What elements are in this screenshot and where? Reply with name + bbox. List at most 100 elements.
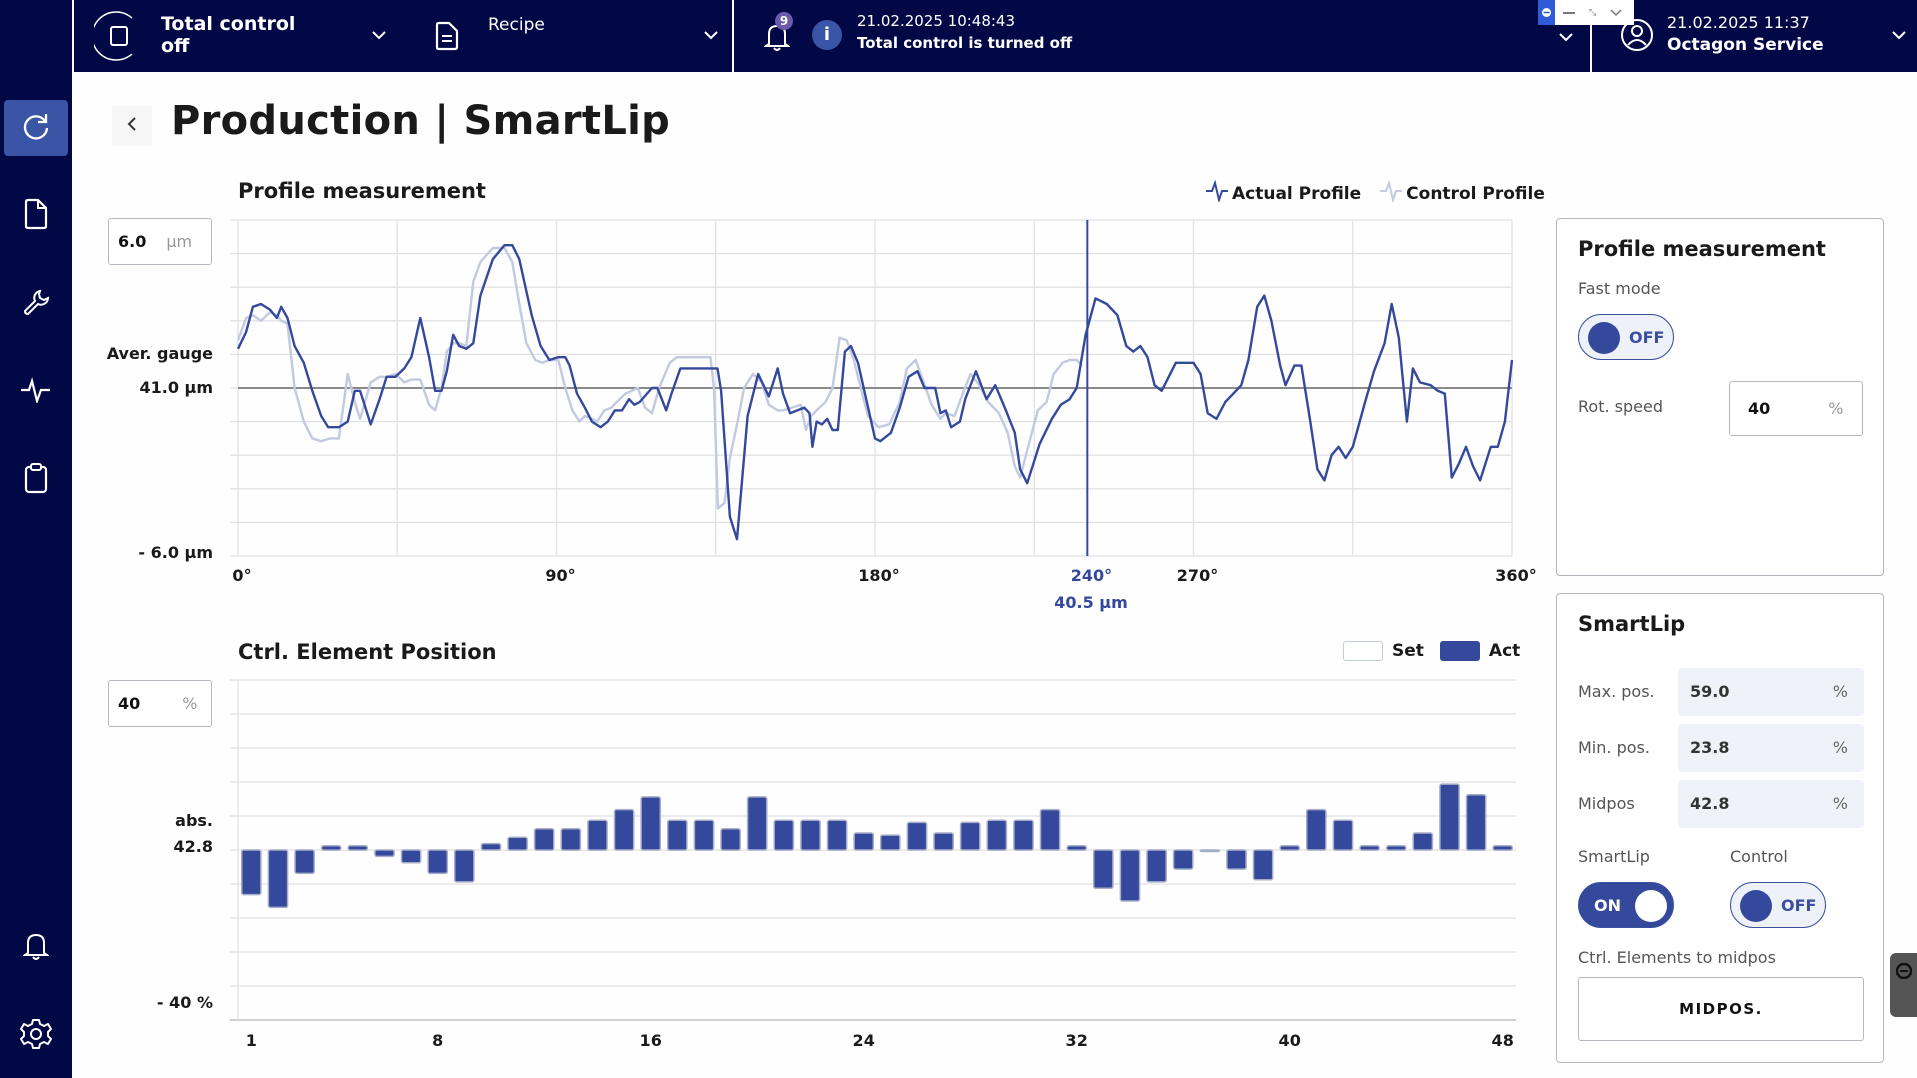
control-toggle[interactable]: OFF <box>1730 882 1826 928</box>
bar-element-46[interactable] <box>1439 783 1460 851</box>
bar-element-27[interactable] <box>933 832 954 851</box>
remote-control-widget[interactable]: ⤡ <box>1538 0 1634 25</box>
bar-element-44[interactable] <box>1385 845 1407 851</box>
sidebar-item-tools[interactable] <box>4 276 68 332</box>
bar-element-1[interactable] <box>240 849 262 896</box>
back-button[interactable] <box>112 106 152 146</box>
max-pos-value: 59.0 <box>1690 682 1730 701</box>
bar-element-14[interactable] <box>587 819 608 851</box>
bar-element-32[interactable] <box>1066 845 1088 851</box>
x-tick-label: 48 <box>1491 1031 1514 1050</box>
bar-element-29[interactable] <box>986 819 1008 851</box>
bar-element-17[interactable] <box>666 819 688 851</box>
bar-element-28[interactable] <box>959 821 981 851</box>
fast-mode-toggle[interactable]: OFF <box>1578 314 1674 360</box>
bar-element-2[interactable] <box>267 849 289 909</box>
divider <box>732 0 734 72</box>
bar-element-23[interactable] <box>826 819 848 851</box>
remote-icon[interactable] <box>1538 0 1555 25</box>
bar-element-8[interactable] <box>427 849 449 875</box>
legend-set-swatch <box>1343 641 1383 661</box>
control-profile-line <box>236 246 1083 510</box>
profile-settings-title: Profile measurement <box>1578 237 1826 261</box>
sidebar-item-alarms[interactable] <box>4 920 68 976</box>
legend-set: Set <box>1392 641 1424 661</box>
abs-label: abs. <box>175 811 213 830</box>
user-menu[interactable]: 21.02.2025 11:37 Octagon Service <box>1592 0 1917 72</box>
bar-element-47[interactable] <box>1465 794 1487 851</box>
remote-side-tab[interactable] <box>1890 953 1917 1017</box>
midpos-button[interactable]: MIDPOS. <box>1578 977 1864 1041</box>
info-icon: i <box>812 20 842 50</box>
bar-element-6[interactable] <box>374 849 395 858</box>
bar-element-37[interactable] <box>1199 849 1221 853</box>
profile-chart[interactable] <box>0 0 1917 620</box>
bar-element-33[interactable] <box>1092 849 1114 890</box>
toggle-knob <box>1588 322 1620 354</box>
bar-element-11[interactable] <box>507 836 528 851</box>
cursor-value-label: 40.5 µm <box>1054 593 1128 612</box>
bar-element-45[interactable] <box>1412 832 1434 851</box>
bar-element-26[interactable] <box>906 821 928 851</box>
bar-element-41[interactable] <box>1305 808 1327 851</box>
chevron-down-icon <box>370 26 388 44</box>
smartlip-state: ON <box>1594 896 1621 915</box>
bar-element-13[interactable] <box>560 828 582 851</box>
bar-element-43[interactable] <box>1359 845 1380 851</box>
bar-element-36[interactable] <box>1172 849 1194 870</box>
bar-element-7[interactable] <box>400 849 422 864</box>
sidebar-item-trends[interactable] <box>4 364 68 420</box>
rot-speed-label: Rot. speed <box>1578 397 1663 416</box>
remote-icon <box>1895 962 1913 983</box>
bar-element-4[interactable] <box>320 845 342 851</box>
bar-element-24[interactable] <box>853 832 875 851</box>
bar-element-39[interactable] <box>1252 849 1274 881</box>
rot-speed-input[interactable]: 40 % <box>1729 381 1863 436</box>
bar-element-20[interactable] <box>746 796 768 851</box>
wrench-icon <box>21 287 51 321</box>
smartlip-toggle-label: SmartLip <box>1578 847 1650 866</box>
bar-scale-input[interactable]: 40 % <box>108 680 212 727</box>
min-pos-unit: % <box>1832 738 1848 757</box>
message-bar[interactable]: 9 i 21.02.2025 10:48:43 Total control is… <box>734 0 1590 72</box>
bar-element-10[interactable] <box>480 842 502 851</box>
collapse-icon[interactable]: ⤡ <box>1589 7 1597 18</box>
bar-element-9[interactable] <box>453 849 475 883</box>
bar-element-30[interactable] <box>1013 819 1034 851</box>
bar-element-34[interactable] <box>1119 849 1141 902</box>
total-control-dropdown[interactable]: Total control off <box>74 0 398 72</box>
sidebar-item-production[interactable] <box>4 100 68 156</box>
bar-element-16[interactable] <box>640 796 662 851</box>
chevron-down-icon <box>702 26 720 44</box>
bar-element-40[interactable] <box>1279 845 1301 851</box>
bar-element-35[interactable] <box>1146 849 1167 883</box>
sidebar-item-clipboard[interactable] <box>4 452 68 508</box>
bar-element-38[interactable] <box>1226 849 1247 870</box>
smartlip-toggle[interactable]: ON <box>1578 882 1674 928</box>
bar-element-21[interactable] <box>773 819 795 851</box>
x-tick-label: 8 <box>432 1031 444 1050</box>
bar-element-31[interactable] <box>1039 808 1061 851</box>
bar-element-5[interactable] <box>347 845 369 851</box>
bar-element-12[interactable] <box>533 828 555 851</box>
message-text: Total control is turned off <box>857 34 1073 52</box>
bar-element-3[interactable] <box>294 849 315 875</box>
minimize-icon[interactable] <box>1563 11 1575 14</box>
recipe-dropdown[interactable]: Recipe <box>412 0 730 72</box>
bar-element-22[interactable] <box>800 819 821 851</box>
sidebar-item-settings[interactable] <box>4 1008 68 1064</box>
sidebar-item-recipes[interactable] <box>4 188 68 244</box>
user-name: Octagon Service <box>1667 35 1824 55</box>
pulse-icon <box>1379 179 1403 207</box>
chevron-down-icon[interactable] <box>1610 3 1622 22</box>
x-tick-label: 0° <box>232 566 252 585</box>
bar-element-42[interactable] <box>1332 819 1354 851</box>
bar-element-25[interactable] <box>879 834 901 851</box>
bar-element-48[interactable] <box>1492 845 1514 851</box>
bar-chart-title: Ctrl. Element Position <box>238 640 497 664</box>
x-tick-label: 180° <box>858 566 900 585</box>
bar-element-15[interactable] <box>613 808 635 851</box>
bar-element-19[interactable] <box>720 828 741 851</box>
profile-scale-input[interactable]: 6.0 µm <box>108 218 212 265</box>
bar-element-18[interactable] <box>693 819 715 851</box>
